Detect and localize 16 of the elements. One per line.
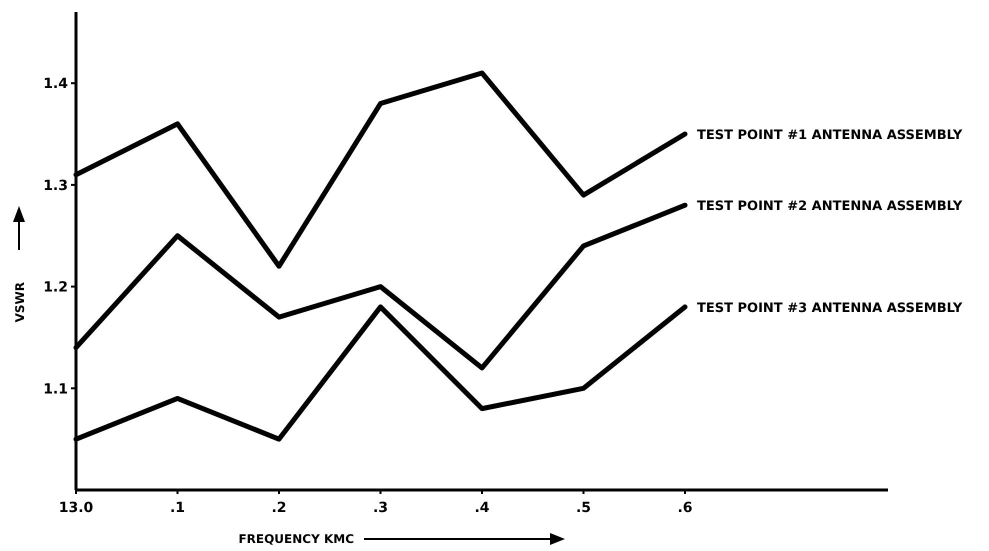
x-tick-label: .1 [170,500,186,516]
x-tick-label: .2 [271,500,287,516]
series-label: TEST POINT #2 ANTENNA ASSEMBLY [697,199,963,214]
y-axis-title: VSWR [13,282,27,322]
y-tick-label: 1.2 [43,280,68,296]
x-tick-label: 13.0 [58,500,94,516]
x-axis-title: FREQUENCY KMC [238,532,354,546]
y-tick-label: 1.3 [43,178,68,194]
x-tick-label: .4 [474,500,490,516]
series-label: TEST POINT #3 ANTENNA ASSEMBLY [697,300,963,316]
y-tick-label: 1.1 [43,381,68,398]
x-tick-label: .5 [576,500,592,516]
x-tick-label: .6 [677,500,693,516]
x-tick-label: .3 [372,500,388,516]
y-tick-label: 1.4 [43,76,68,92]
series-label: TEST POINT #1 ANTENNA ASSEMBLY [697,128,963,144]
